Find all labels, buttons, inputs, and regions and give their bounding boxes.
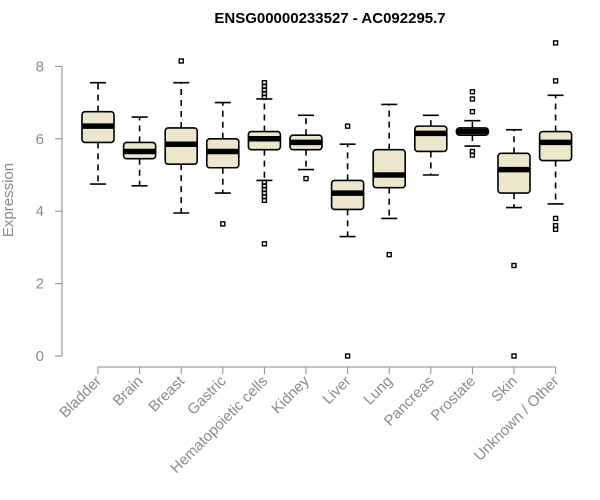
box-prostate xyxy=(455,89,490,158)
y-tick-label: 4 xyxy=(36,203,44,220)
box-bladder xyxy=(81,81,115,185)
outlier-point xyxy=(469,152,476,158)
x-tick-label: Bladder xyxy=(56,373,105,422)
box-pancreas xyxy=(413,114,448,176)
x-tick-label: Skin xyxy=(488,373,521,406)
y-axis-label: Expression xyxy=(0,163,17,237)
x-tick-label: Liver xyxy=(319,373,354,408)
outlier-point xyxy=(469,108,476,115)
outlier-point xyxy=(552,226,559,233)
x-tick-label: Brain xyxy=(110,373,147,410)
outlier-point xyxy=(469,89,476,95)
outlier-point xyxy=(261,197,268,204)
box-gastric xyxy=(206,101,240,227)
box-lung xyxy=(372,103,407,258)
iqr-box xyxy=(372,148,407,189)
y-tick-label: 0 xyxy=(36,348,44,365)
box-liver xyxy=(330,123,365,359)
box-brain xyxy=(122,116,157,187)
y-axis: 0 2 4 6 8 xyxy=(36,58,63,365)
y-tick-label: 6 xyxy=(36,131,44,148)
outlier-point xyxy=(552,40,559,46)
box-kidney xyxy=(289,114,323,182)
x-tick-label: Lung xyxy=(360,373,396,409)
iqr-box xyxy=(413,125,448,153)
box-series xyxy=(81,40,573,359)
box-unknown-other xyxy=(538,40,573,233)
outlier-point xyxy=(511,353,517,359)
box-skin xyxy=(497,128,531,359)
outlier-point xyxy=(552,78,559,84)
chart-title: ENSG00000233527 - AC092295.7 xyxy=(214,10,445,27)
outlier-point xyxy=(344,123,351,129)
outlier-point xyxy=(386,251,392,258)
outlier-point xyxy=(511,262,517,269)
outlier-point xyxy=(261,79,268,86)
outlier-point xyxy=(220,221,226,227)
x-tick-label: Prostate xyxy=(428,373,480,425)
outlier-point xyxy=(303,175,309,182)
x-tick-label: Kidney xyxy=(268,372,313,417)
outlier-point xyxy=(552,215,559,222)
x-tick-label: Breast xyxy=(145,372,188,415)
iqr-box xyxy=(497,152,531,194)
box-hematopoietic-cells xyxy=(247,79,282,247)
iqr-box xyxy=(538,130,573,162)
y-tick-label: 8 xyxy=(36,58,44,75)
outlier-point xyxy=(178,58,184,64)
outlier-point xyxy=(344,353,351,359)
box-breast xyxy=(164,58,198,214)
y-tick-label: 2 xyxy=(36,276,44,293)
outlier-point xyxy=(469,96,476,102)
outlier-point xyxy=(261,241,268,247)
